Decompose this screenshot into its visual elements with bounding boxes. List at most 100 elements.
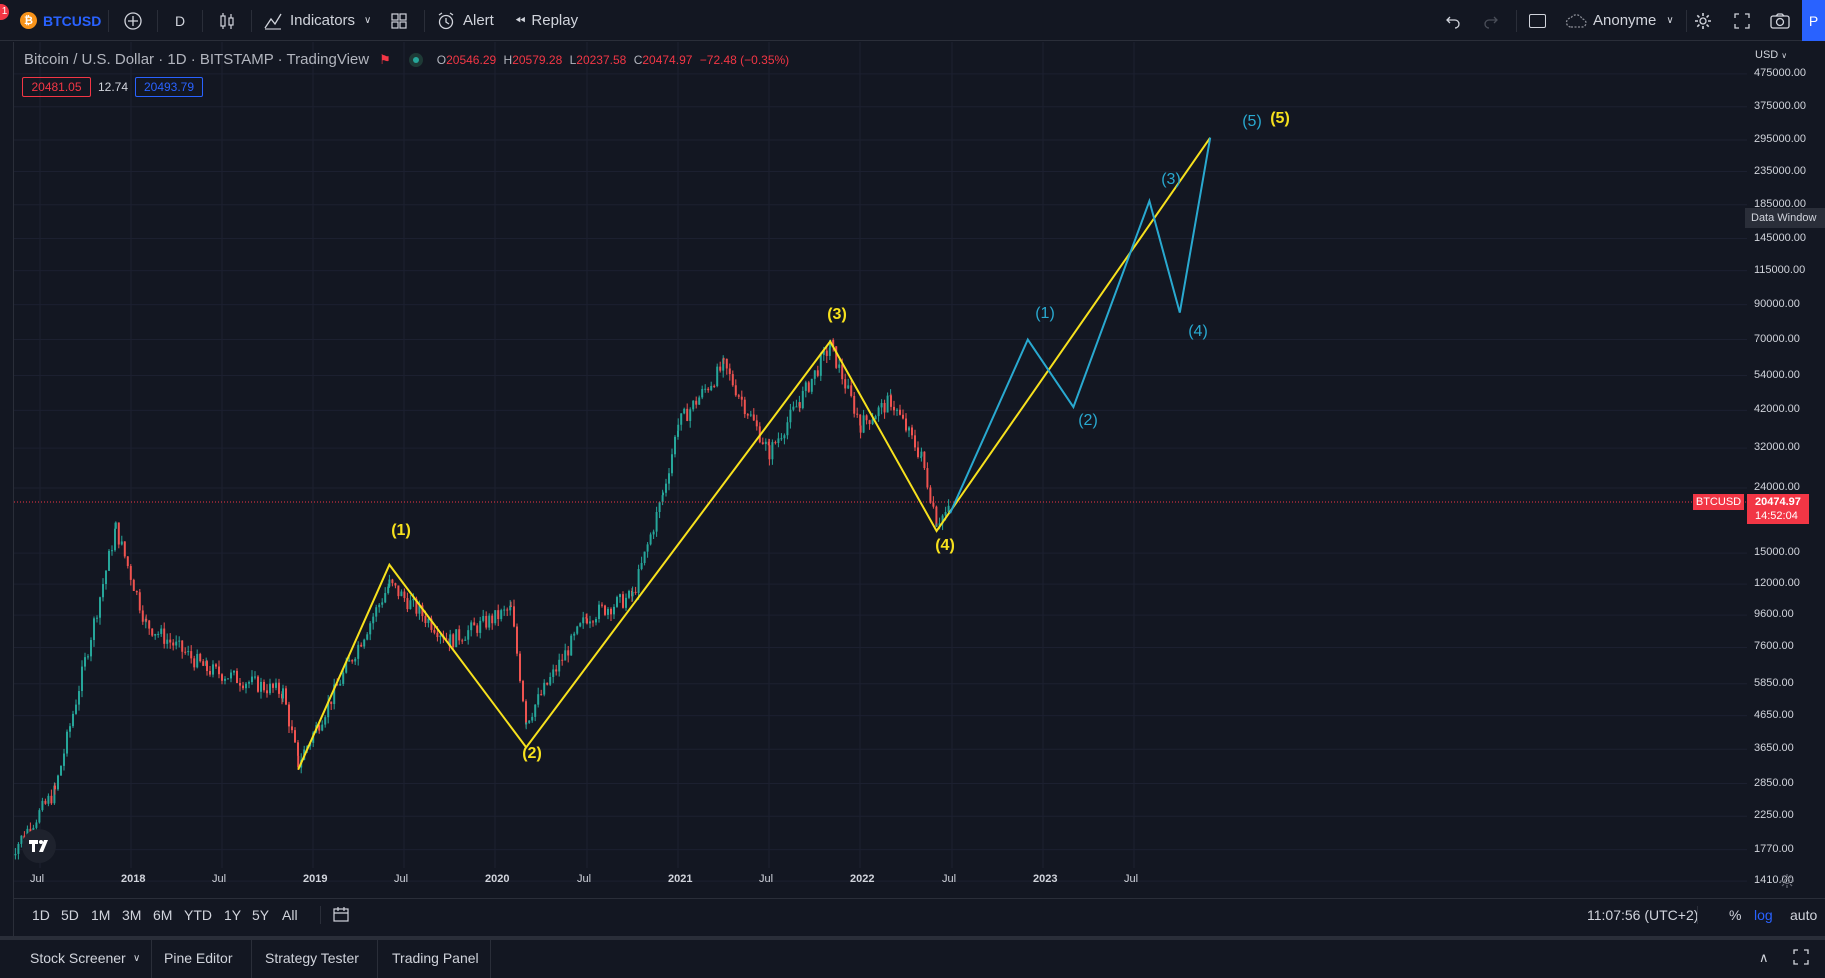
flag-icon[interactable]: ⚑ xyxy=(379,51,391,67)
replay-button[interactable]: ⏪︎ Replay xyxy=(515,0,578,41)
candle-body xyxy=(44,800,47,804)
candle-body xyxy=(510,605,512,607)
layout-button[interactable] xyxy=(390,0,408,41)
tab-stock-screener[interactable]: Stock Screener xyxy=(30,950,126,966)
log-scale-toggle[interactable]: log xyxy=(1754,907,1773,923)
candles-icon xyxy=(220,12,234,29)
range-1y[interactable]: 1Y xyxy=(224,907,242,923)
maximize-panel-button[interactable] xyxy=(1793,949,1809,968)
candle-body xyxy=(792,406,795,410)
candle-body xyxy=(263,681,265,691)
wave-yellow-label-2: (2) xyxy=(522,745,542,762)
symbol-title[interactable]: Bitcoin / U.S. Dollar · 1D · BITSTAMP · … xyxy=(24,51,370,68)
compare-add-button[interactable] xyxy=(123,0,143,41)
alert-button[interactable]: Alert xyxy=(436,0,494,41)
percent-scale-toggle[interactable]: % xyxy=(1729,907,1742,923)
candle-body xyxy=(473,622,476,626)
candle-body xyxy=(516,626,518,654)
clock-time[interactable]: 11:07:56 (UTC+2) xyxy=(1587,907,1699,923)
candle-body xyxy=(260,681,262,692)
candle-body xyxy=(17,844,20,854)
candle-body xyxy=(81,666,83,692)
indicators-button[interactable]: Indicators xyxy=(263,0,355,41)
candle-body xyxy=(230,672,232,679)
currency-selector[interactable]: USD ∨ xyxy=(1755,49,1787,61)
candle-body xyxy=(914,435,916,448)
candle-body xyxy=(90,640,92,657)
candle-body xyxy=(604,605,606,615)
publish-button[interactable]: P xyxy=(1802,0,1825,41)
settings-button[interactable] xyxy=(1693,0,1713,41)
candle-body xyxy=(564,650,567,661)
undo-button[interactable] xyxy=(1444,0,1462,41)
wave-blue-line[interactable] xyxy=(949,137,1212,514)
candle-body xyxy=(157,633,160,635)
candle-body xyxy=(804,382,807,391)
range-5y[interactable]: 5Y xyxy=(252,907,270,923)
candle-body xyxy=(801,390,804,409)
notification-badge[interactable]: 1 xyxy=(0,0,9,41)
chart-pane[interactable] xyxy=(14,42,1825,930)
tab-trading-panel[interactable]: Trading Panel xyxy=(392,950,479,966)
candle-body xyxy=(172,642,175,646)
price-axis[interactable]: USD ∨ 475000.00 375000.00 295000.00 235000.… xyxy=(1747,42,1825,892)
candle-body xyxy=(850,385,853,396)
candle-body xyxy=(278,682,280,694)
interval-button[interactable]: D xyxy=(175,0,185,41)
candle-body xyxy=(132,579,135,591)
redo-button[interactable] xyxy=(1482,0,1500,41)
save-layout-button[interactable]: Anonyme ∨ xyxy=(1565,0,1674,41)
candle-body xyxy=(509,605,512,611)
candle-body xyxy=(397,585,400,597)
candle-body xyxy=(737,395,740,397)
sell-price-box[interactable]: 20481.05 xyxy=(22,77,91,97)
symbol-search-button[interactable]: ₿ BTCUSD xyxy=(20,0,101,41)
candle-body xyxy=(470,622,473,631)
wave-yellow-line[interactable] xyxy=(297,137,1212,771)
tab-pine-editor[interactable]: Pine Editor xyxy=(164,950,233,966)
candle-body xyxy=(586,618,588,624)
range-6m[interactable]: 6M xyxy=(153,907,173,923)
candle-body xyxy=(786,422,789,436)
fullscreen-layout-button[interactable] xyxy=(1529,0,1546,41)
range-5d[interactable]: 5D xyxy=(61,907,79,923)
candle-body xyxy=(427,618,430,624)
candle-body xyxy=(114,522,117,529)
snapshot-button[interactable] xyxy=(1769,0,1791,41)
range-3m[interactable]: 3M xyxy=(122,907,142,923)
candle-body xyxy=(646,544,649,552)
chevron-down-icon[interactable]: ∨ xyxy=(133,953,141,964)
candle-body xyxy=(935,525,938,527)
candle-body xyxy=(193,658,196,668)
candle-body xyxy=(716,366,719,387)
price-tick-label: 375000.00 xyxy=(1754,99,1806,112)
candle-body xyxy=(531,716,534,721)
candle-body xyxy=(813,370,816,379)
range-all[interactable]: All xyxy=(282,907,298,923)
range-1d[interactable]: 1D xyxy=(32,907,50,923)
tradingview-logo[interactable] xyxy=(22,829,56,863)
candle-body xyxy=(479,620,482,633)
data-window-tooltip[interactable]: Data Window xyxy=(1745,208,1825,228)
price-tick-label: 15000.00 xyxy=(1754,546,1800,559)
market-status-icon[interactable] xyxy=(408,52,423,67)
candle-body xyxy=(148,620,151,629)
range-1m[interactable]: 1M xyxy=(91,907,111,923)
indicators-dropdown[interactable]: ∨ xyxy=(364,0,371,41)
candle-body xyxy=(637,569,640,593)
candle-body xyxy=(151,628,154,636)
range-ytd[interactable]: YTD xyxy=(184,907,212,923)
chart-type-button[interactable] xyxy=(217,0,237,41)
buy-price-box[interactable]: 20493.79 xyxy=(135,77,203,97)
collapse-panel-button[interactable]: ∧ xyxy=(1759,950,1769,966)
goto-date-button[interactable] xyxy=(332,906,350,926)
candle-body xyxy=(387,586,390,594)
chart-settings-gear[interactable] xyxy=(1779,873,1795,894)
fullscreen-button[interactable] xyxy=(1733,0,1751,41)
candle-body xyxy=(652,531,655,535)
price-chart[interactable] xyxy=(14,42,1825,930)
tab-strategy-tester[interactable]: Strategy Tester xyxy=(265,950,359,966)
candle-body xyxy=(418,605,421,614)
auto-scale-toggle[interactable]: auto xyxy=(1790,907,1818,923)
close-label: C xyxy=(633,52,643,67)
